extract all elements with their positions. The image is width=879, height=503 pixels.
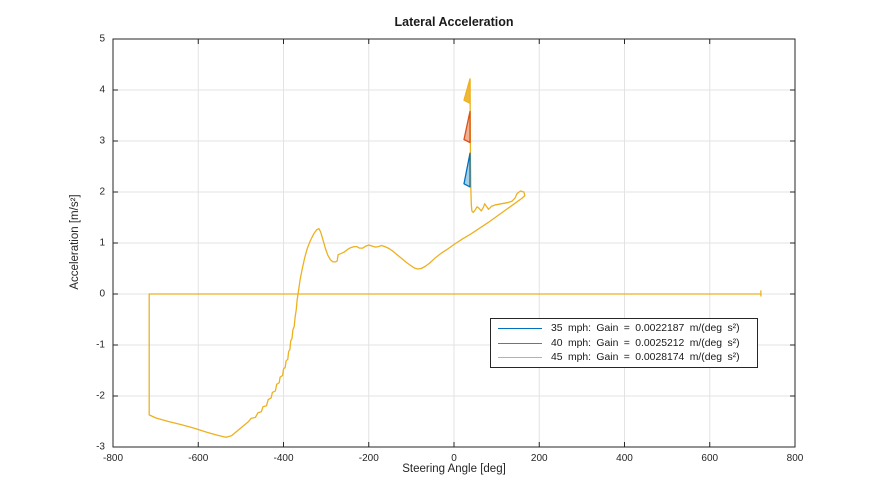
- arrow-35mph: [463, 152, 471, 188]
- legend-line-sample-40mph: [498, 342, 542, 344]
- x-tick-label: 600: [701, 453, 719, 464]
- series-lateral-accel-trace-45mph: [148, 79, 526, 438]
- x-tick-label: 400: [616, 453, 633, 464]
- y-tick-label: -1: [96, 339, 105, 351]
- x-tick-label: -600: [188, 453, 209, 464]
- legend-entry-40mph: 40 mph: Gain = 0.0025212 m/(deg s²): [498, 336, 752, 351]
- y-tick-label: 1: [99, 237, 105, 249]
- y-tick-label: -2: [96, 390, 105, 402]
- legend-line-sample-45mph: [498, 357, 542, 359]
- legend-line-sample-35mph: [498, 327, 542, 329]
- y-tick-label: 2: [99, 186, 105, 198]
- arrow-40mph: [463, 110, 471, 144]
- x-tick-label: 0: [451, 453, 457, 464]
- x-tick-label: -800: [102, 453, 124, 464]
- chart-title: Lateral Acceleration: [394, 15, 514, 29]
- legend-label-40mph: 40 mph: Gain = 0.0025212 m/(deg s²): [551, 337, 740, 349]
- x-tick-label: -400: [273, 453, 294, 464]
- legend-entry-35mph: 35 mph: Gain = 0.0022187 m/(deg s²): [498, 321, 752, 336]
- arrow-45mph: [463, 78, 471, 104]
- x-tick-label: 200: [530, 453, 548, 464]
- x-axis-label: Steering Angle [deg]: [402, 463, 506, 475]
- legend[interactable]: 35 mph: Gain = 0.0022187 m/(deg s²) 40 m…: [490, 318, 758, 368]
- legend-label-45mph: 45 mph: Gain = 0.0028174 m/(deg s²): [551, 352, 740, 364]
- y-tick-label: 0: [99, 288, 105, 300]
- x-tick-label: 800: [786, 453, 804, 464]
- y-tick-label: 5: [99, 33, 105, 45]
- y-tick-label: 4: [99, 84, 105, 96]
- x-tick-label: -200: [358, 453, 379, 464]
- y-tick-label: -3: [96, 441, 105, 453]
- legend-entry-45mph: 45 mph: Gain = 0.0028174 m/(deg s²): [498, 350, 752, 365]
- legend-label-35mph: 35 mph: Gain = 0.0022187 m/(deg s²): [551, 322, 740, 334]
- y-tick-label: 3: [99, 135, 105, 147]
- series-zero-baseline-45mph: [148, 290, 762, 297]
